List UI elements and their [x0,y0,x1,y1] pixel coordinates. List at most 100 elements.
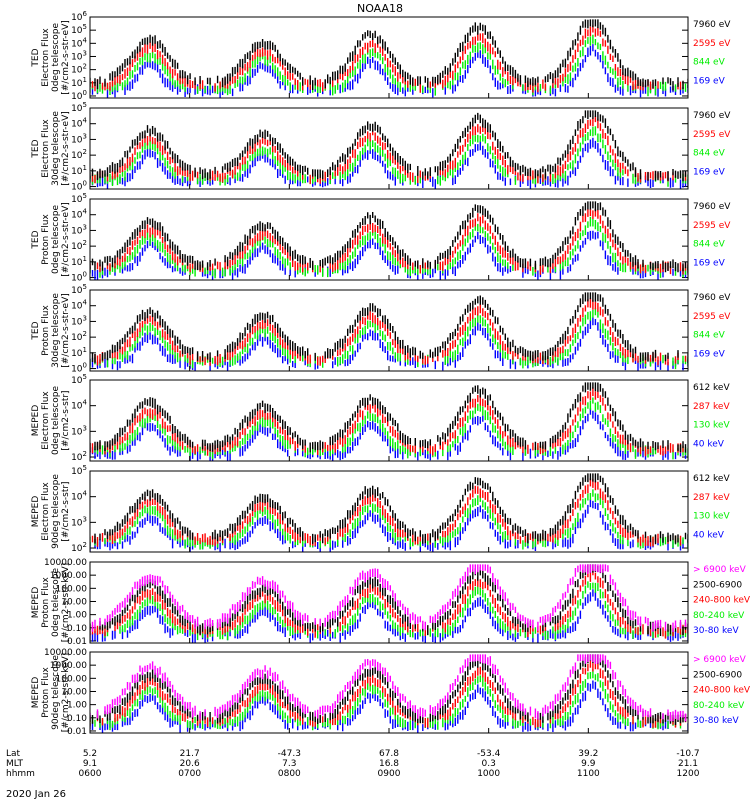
legend-entry: 40 keV [693,531,725,541]
legend-entry: 844 eV [693,58,726,68]
y-tick-label: 100 [71,271,87,284]
y-tick-label: 105 [71,101,87,114]
y-tick-label: 102 [71,63,87,76]
x-tick-label-mlt: 21.1 [678,759,698,769]
y-tick-label: 103 [71,132,87,145]
legend-entry: 612 keV [693,383,730,393]
x-tick-label-hhmm: 0600 [79,769,102,779]
y-axis-label-line: TED [31,321,41,340]
y-axis-label-line: [#/cm2-s-str-eV] [61,20,71,95]
series-trace [91,116,687,185]
series-trace [91,292,688,364]
panel-data [90,110,688,189]
y-axis-label-line: MEPED [31,496,41,528]
series-trace [90,216,688,279]
y-tick-label: 102 [71,450,87,463]
x-tick-label-hhmm: 0700 [178,769,201,779]
series-trace [90,660,687,728]
y-axis-label-line: 0deg telescope [51,205,61,275]
y-tick-label: 10000.00 [44,648,87,658]
y-axis-label-line: 0deg telescope [51,568,61,638]
x-tick-label-lat: -53.4 [477,749,501,759]
series-trace [91,564,688,633]
legend-entry: 7960 eV [693,20,731,30]
legend-entry: 2595 eV [693,130,731,140]
x-tick-label-mlt: 20.6 [180,759,200,769]
y-tick-label: 10.00 [61,597,87,607]
y-axis-label-line: 0deg telescope [51,386,61,456]
series-trace [91,44,688,98]
x-tick-label-hhmm: 0900 [378,769,401,779]
y-axis-label-line: 0deg telescope [51,23,61,93]
y-tick-label: 104 [71,490,87,503]
y-axis-label-line: 30deg telescope [51,293,61,368]
y-axis-label-line: Proton Flux [41,214,51,265]
x-tick-label-hhmm: 1200 [677,769,700,779]
y-tick-label: 10000.00 [44,558,87,568]
legend-entry: 844 eV [693,331,726,341]
y-axis-label-line: MEPED [31,405,41,437]
x-tick-label-lat: 5.2 [83,749,97,759]
y-tick-label: 1.00 [67,701,87,711]
legend-entry: 30-80 keV [693,716,739,726]
x-row-label: MLT [6,759,24,769]
y-tick-label: 100.00 [56,674,88,684]
figure-title: NOAA18 [357,2,403,15]
legend-entry: 80-240 keV [693,611,745,621]
panel-5: 102 103 104 105 MEPED Electron Flux 0deg teles… [31,373,730,463]
y-tick-label: 101 [71,346,87,359]
y-tick-label: 102 [71,330,87,343]
legend-entry: 612 keV [693,474,730,484]
legend-entry: 287 keV [693,493,730,503]
y-tick-label: 0.01 [67,727,87,737]
date-label: 2020 Jan 26 [6,789,66,800]
x-tick-label-mlt: 9.1 [83,759,97,769]
legend-entry: > 6900 keV [693,565,747,575]
y-tick-label: 103 [71,49,87,62]
x-tick-label-mlt: 16.8 [379,759,399,769]
y-tick-label: 105 [71,283,87,296]
series-trace [94,473,688,545]
series-trace [90,110,687,182]
legend-entry: 80-240 keV [693,701,745,711]
y-tick-label: 1000.00 [50,661,87,671]
series-trace [90,387,684,457]
legend-entry: 7960 eV [693,202,731,212]
legend-entry: 240-800 keV [693,596,750,606]
panel-data [90,201,688,280]
panel-8: 0.01 0.10 1.00 10.00 100.00 1000.00 10000.00 ME… [31,648,750,737]
x-row-label: hhmm [6,769,35,779]
y-axis-label-line: MEPED [31,677,41,709]
y-axis-label-line: [#/cm2-s-str-eV] [61,202,71,277]
legend-entry: 844 eV [693,240,726,250]
legend-entry: 130 keV [693,421,730,431]
y-axis-label-line: Electron Flux [41,391,51,450]
x-tick-label-lat: -10.7 [676,749,699,759]
y-tick-label: 100 [71,180,87,193]
panel-data [90,473,688,552]
y-axis-label-line: Proton Flux [41,577,51,628]
y-axis-label-line: TED [31,230,41,249]
x-tick-label-lat: 67.8 [379,749,399,759]
panel-data [90,292,688,371]
y-tick-label: 102 [71,148,87,161]
x-tick-label-hhmm: 1000 [477,769,500,779]
y-tick-label: 105 [71,23,87,36]
y-axis-label-line: [#/cm2-s-str-keV] [61,563,71,642]
y-tick-label: 101 [71,255,87,268]
series-trace [90,308,688,370]
x-tick-label-lat: 39.2 [578,749,598,759]
y-tick-label: 103 [71,515,87,528]
series-trace [90,34,687,97]
y-tick-label: 106 [71,10,87,23]
y-tick-label: 0.10 [67,624,87,634]
y-tick-label: 103 [71,314,87,327]
legend-entry: 2595 eV [693,221,731,231]
series-trace [94,397,688,460]
legend-entry: 7960 eV [693,293,731,303]
